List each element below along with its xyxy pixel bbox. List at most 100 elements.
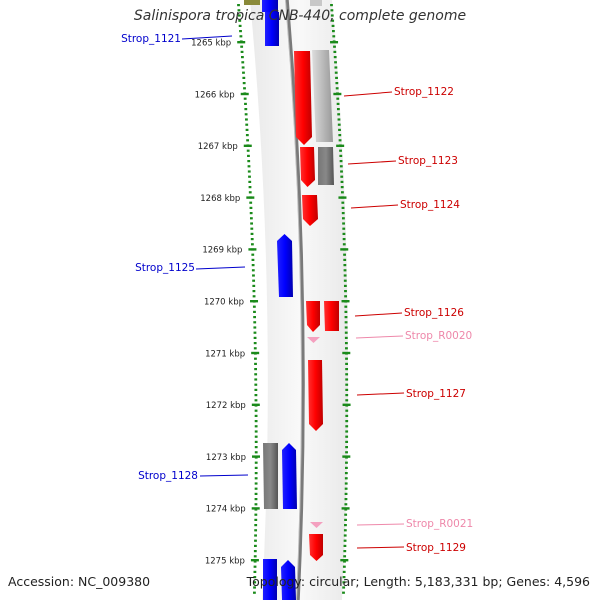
gene-strop-1127[interactable] bbox=[308, 360, 323, 431]
ring-dot bbox=[254, 513, 258, 516]
ring-dot bbox=[340, 186, 344, 189]
ring-dot bbox=[343, 264, 347, 267]
ring-dot bbox=[252, 305, 256, 308]
ring-dot bbox=[254, 544, 257, 547]
ring-dot bbox=[344, 518, 347, 521]
gene-strop-1129[interactable] bbox=[309, 534, 323, 561]
ring-dot bbox=[345, 425, 349, 428]
tick-mark bbox=[240, 92, 249, 96]
genome-summary-text: Topology: circular; Length: 5,183,331 bp… bbox=[246, 574, 590, 589]
ring-dot bbox=[250, 232, 254, 235]
ring-dot bbox=[345, 368, 349, 371]
ring-dot bbox=[345, 414, 349, 417]
gene-strop-1128[interactable] bbox=[282, 443, 297, 509]
feature-bottom-blue-1 bbox=[263, 559, 277, 600]
ring-dot bbox=[343, 539, 347, 542]
ring-dot bbox=[254, 503, 258, 506]
label-strop-1125[interactable]: Strop_1125 bbox=[135, 262, 195, 274]
ring-dot bbox=[254, 383, 258, 386]
ring-dot bbox=[344, 331, 348, 334]
ring-dot bbox=[344, 342, 348, 345]
ring-dot bbox=[331, 19, 335, 22]
ring-dot bbox=[339, 160, 343, 163]
label-strop-1121[interactable]: Strop_1121 bbox=[121, 33, 181, 45]
label-strop-r0020[interactable]: Strop_R0020 bbox=[405, 330, 472, 342]
gene-strop-1123[interactable] bbox=[300, 147, 315, 187]
ring-dot bbox=[337, 113, 341, 116]
ring-dot bbox=[336, 102, 340, 105]
ring-dot bbox=[248, 180, 252, 183]
ring-dot bbox=[344, 513, 348, 516]
ring-dot bbox=[254, 435, 258, 438]
tick-mark bbox=[340, 559, 349, 562]
ring-dot bbox=[254, 472, 258, 475]
ring-dot bbox=[344, 326, 348, 329]
ring-dot bbox=[239, 30, 242, 33]
ring-dot bbox=[343, 274, 347, 277]
ring-dot bbox=[341, 217, 345, 220]
label-strop-1127[interactable]: Strop_1127 bbox=[406, 388, 466, 400]
tick-mark bbox=[342, 403, 351, 406]
ring-dot bbox=[345, 394, 349, 397]
ring-dot bbox=[345, 435, 349, 438]
ring-dot bbox=[334, 66, 338, 69]
gene-strop-r0020[interactable] bbox=[307, 337, 320, 343]
ring-dot bbox=[254, 534, 257, 537]
label-strop-1126[interactable]: Strop_1126 bbox=[404, 307, 464, 319]
ring-dot bbox=[254, 425, 258, 428]
ring-dot bbox=[336, 108, 340, 111]
ring-dot bbox=[249, 212, 253, 215]
ring-dot bbox=[251, 253, 255, 256]
label-strop-1123[interactable]: Strop_1123 bbox=[398, 155, 458, 167]
ring-dot bbox=[245, 123, 249, 126]
ring-dot bbox=[343, 269, 347, 272]
label-strop-r0021[interactable]: Strop_R0021 bbox=[406, 518, 473, 530]
ring-dot bbox=[253, 342, 257, 345]
tick-label: 1268 kbp bbox=[200, 194, 240, 204]
ring-dot bbox=[342, 565, 346, 568]
tick-label: 1270 kbp bbox=[204, 298, 244, 308]
ring-dot bbox=[252, 284, 256, 287]
tick-mark bbox=[237, 41, 246, 44]
ring-dot bbox=[343, 258, 347, 261]
ring-dot bbox=[345, 399, 349, 402]
ring-dot bbox=[343, 550, 347, 553]
ring-dot bbox=[332, 35, 336, 38]
gene-strop-1125[interactable] bbox=[277, 234, 293, 297]
ring-dot bbox=[247, 160, 251, 163]
tick-mark bbox=[336, 144, 345, 147]
tick-label: 1266 kbp bbox=[195, 90, 235, 100]
ring-dot bbox=[237, 4, 240, 7]
tick-mark bbox=[341, 300, 350, 303]
ring-dot bbox=[254, 399, 258, 402]
ring-dot bbox=[335, 87, 339, 90]
ring-dot bbox=[241, 66, 245, 69]
gene-strop-1124[interactable] bbox=[302, 195, 318, 226]
ring-dot bbox=[253, 555, 257, 558]
label-strop-1128[interactable]: Strop_1128 bbox=[138, 470, 198, 482]
label-strop-1124[interactable]: Strop_1124 bbox=[400, 199, 460, 211]
ring-dot bbox=[340, 180, 344, 183]
gene-strop-1126[interactable] bbox=[306, 301, 320, 332]
label-strop-1129[interactable]: Strop_1129 bbox=[406, 542, 466, 554]
ring-dot bbox=[251, 269, 255, 272]
ring-dot bbox=[343, 560, 346, 563]
ring-dot bbox=[242, 71, 245, 74]
gene-strop-r0021[interactable] bbox=[310, 522, 323, 528]
label-strop-1122[interactable]: Strop_1122 bbox=[394, 86, 454, 98]
ring-dot bbox=[344, 305, 348, 308]
ring-dot bbox=[340, 175, 344, 178]
ring-dot bbox=[334, 61, 337, 64]
ring-dot bbox=[345, 378, 349, 381]
ring-dot bbox=[247, 165, 251, 168]
ring-dot bbox=[243, 87, 246, 90]
ring-dot bbox=[344, 310, 348, 313]
ring-dot bbox=[254, 414, 258, 417]
gene-strop-1122[interactable] bbox=[294, 51, 312, 145]
gene-strop-1121[interactable] bbox=[265, 12, 279, 46]
gene-strop-1126-adjacent bbox=[324, 301, 339, 331]
ring-dot bbox=[335, 82, 339, 85]
ring-dot bbox=[338, 134, 342, 137]
ring-dot bbox=[253, 591, 256, 594]
tick-mark bbox=[251, 351, 260, 355]
